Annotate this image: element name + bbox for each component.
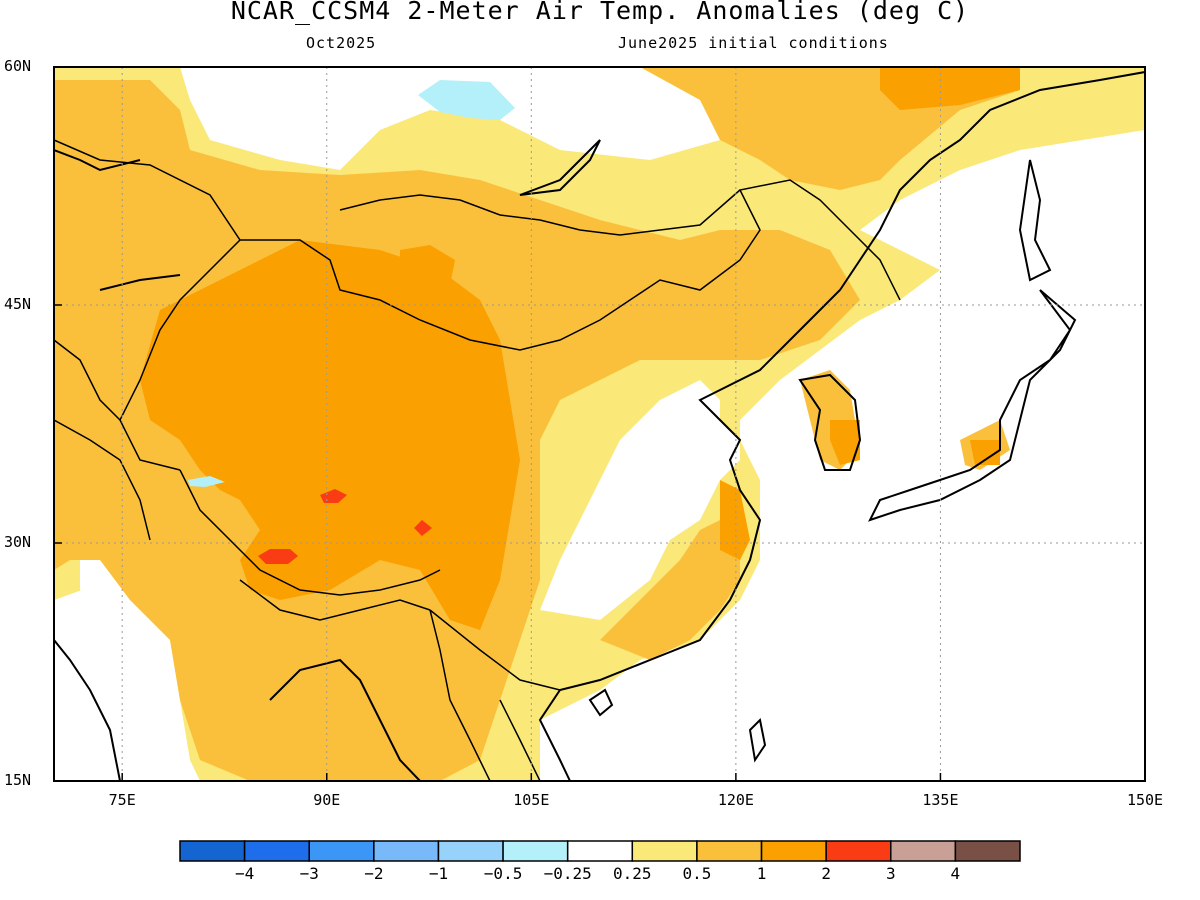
colorbar-swatch xyxy=(502,840,569,862)
anomaly-region-1-2-korea xyxy=(830,420,860,465)
axis-ticks xyxy=(54,66,1146,782)
colorbar-label: −3 xyxy=(299,864,319,883)
coastline-india xyxy=(54,639,421,781)
latitude-label: 15N xyxy=(4,771,32,789)
anomaly-region-1-2-china-east xyxy=(720,480,750,560)
colorbar-label: 2 xyxy=(821,864,831,883)
coastline-hainan xyxy=(588,688,614,717)
colorbar-label: 4 xyxy=(950,864,961,883)
colorbar-swatch xyxy=(308,840,375,862)
coastline-taiwan xyxy=(748,717,767,763)
longitude-label: 135E xyxy=(922,791,959,809)
colorbar-swatch xyxy=(566,840,634,862)
anomaly-region-1-2-mongolia xyxy=(400,245,455,290)
coastline-east-asia xyxy=(538,71,1145,781)
anomaly-region-neg-0.5-baikal xyxy=(418,80,515,120)
colorbar-label: −0.5 xyxy=(483,864,523,883)
colorbar-swatch xyxy=(954,840,1021,862)
longitude-label: 120E xyxy=(717,791,754,809)
map-title: NCAR_CCSM4 2-Meter Air Temp. Anomalies (… xyxy=(230,0,970,25)
coastline-caspian-aral xyxy=(54,149,181,291)
colorbar-swatch xyxy=(890,840,957,862)
anomaly-region-0.5-1-southeast xyxy=(600,520,740,660)
anomaly-region-2-3-a xyxy=(258,549,298,564)
colorbar-label: −0.25 xyxy=(543,864,592,883)
longitude-label: 90E xyxy=(313,791,341,809)
anomaly-region-2-3-c xyxy=(414,520,432,536)
border-central-asia xyxy=(54,339,151,541)
latitude-label: 60N xyxy=(4,57,32,75)
grid-lines xyxy=(54,67,1145,781)
colorbar-label: 0.5 xyxy=(682,864,712,883)
border-china-west xyxy=(119,239,241,471)
coastline-japan xyxy=(868,289,1077,522)
colorbar-label: 0.25 xyxy=(613,864,652,883)
neutral-region-north xyxy=(180,67,740,170)
coastline-layer xyxy=(54,71,1145,781)
coastline-sakhalin xyxy=(1018,159,1052,282)
neutral-region-india xyxy=(54,580,200,781)
border-himalaya xyxy=(179,469,441,596)
colorbar xyxy=(179,840,1021,862)
colorbar-swatch xyxy=(179,840,246,862)
colorbar-swatch xyxy=(631,840,698,862)
longitude-label: 150E xyxy=(1126,791,1164,809)
border-mongolia-north xyxy=(339,189,741,236)
map-frame xyxy=(53,66,1146,782)
colorbar-label: −2 xyxy=(364,864,384,883)
anomaly-region-1-2-northeast xyxy=(880,67,1020,110)
forecast-month: Oct2025 xyxy=(306,34,377,52)
colorbar-label: 1 xyxy=(756,864,767,883)
latitude-label: 45N xyxy=(4,295,32,313)
colorbar-swatch xyxy=(825,840,892,862)
initial-conditions: June2025 initial conditions xyxy=(618,34,889,52)
colorbar-swatch xyxy=(437,840,504,862)
anomaly-region-1-2-japan xyxy=(970,440,1000,465)
coastline-korea xyxy=(798,373,862,471)
border-southeast-asia xyxy=(429,609,561,781)
longitude-label: 105E xyxy=(513,791,550,809)
colorbar-label: −1 xyxy=(428,864,449,883)
colorbar-swatch xyxy=(760,840,827,862)
anomaly-fill-layer xyxy=(54,67,1145,781)
colorbar-swatch xyxy=(696,840,763,862)
border-himalaya-south xyxy=(239,579,431,621)
longitude-label: 75E xyxy=(108,791,136,809)
lake-baikal xyxy=(519,139,601,196)
border-layer xyxy=(54,139,901,781)
colorbar-label: −4 xyxy=(234,864,255,883)
colorbar-swatch xyxy=(243,840,310,862)
colorbar-swatch xyxy=(373,840,440,862)
latitude-label: 30N xyxy=(4,533,32,551)
colorbar-label: 3 xyxy=(885,864,896,883)
anomaly-region-neg-0.5-karakoram xyxy=(188,476,225,487)
